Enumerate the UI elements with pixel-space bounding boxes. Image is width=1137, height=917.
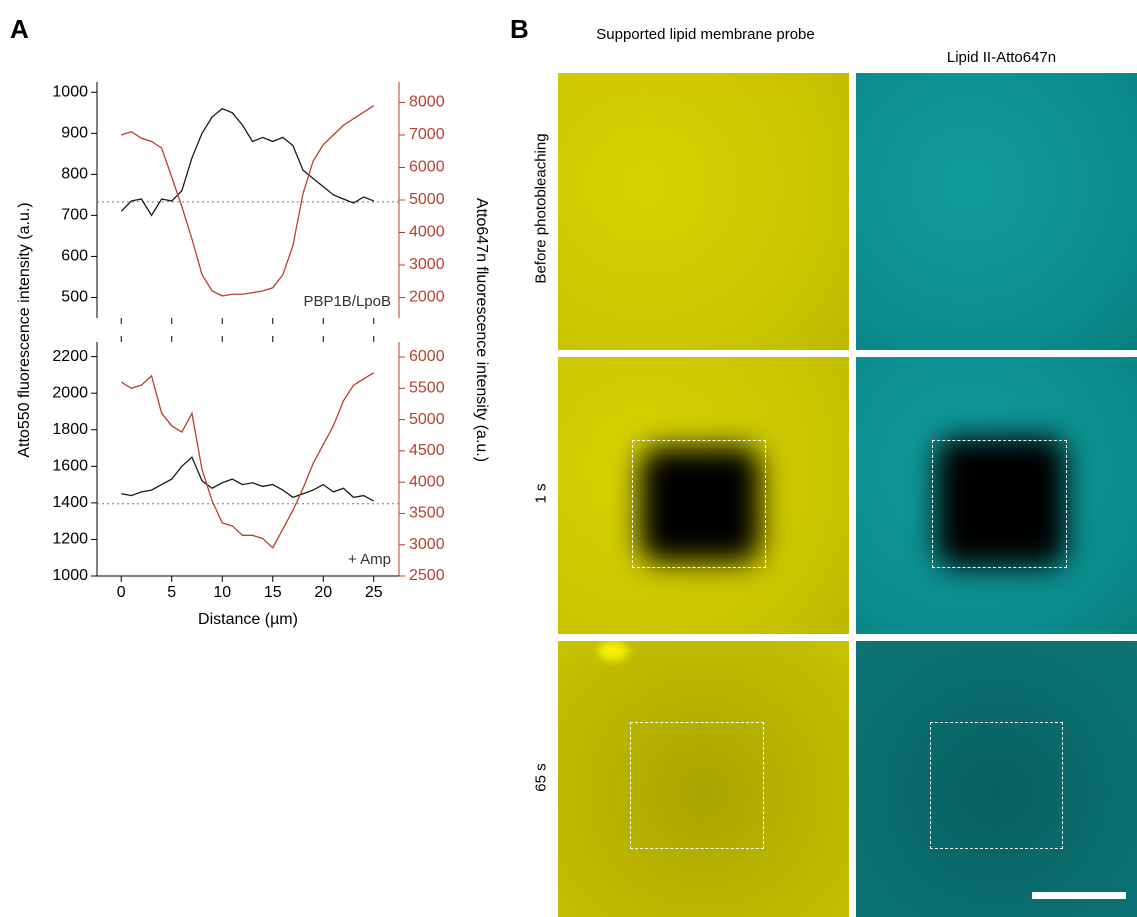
y-tick-label: 900 [61, 125, 88, 142]
x-axis-label: Distance (µm) [198, 611, 298, 628]
scale-bar [1032, 892, 1126, 899]
y-tick-label: 2000 [52, 384, 88, 401]
x-tick-label: 25 [365, 584, 383, 601]
micrograph [856, 357, 1137, 634]
y2-tick-label: 3000 [409, 536, 445, 553]
row-label: 1 s [532, 483, 550, 504]
panel-label: B [510, 14, 529, 44]
y-tick-label: 1600 [52, 458, 88, 475]
y2-tick-label: 3000 [409, 256, 445, 273]
y2-tick-label: 2000 [409, 289, 445, 306]
y2-tick-label: 6000 [409, 348, 445, 365]
data-line [121, 105, 375, 297]
y-tick-label: 500 [61, 289, 88, 306]
y2-tick-label: 4000 [409, 224, 445, 241]
column-title: Supported lipid membrane probe [596, 26, 815, 43]
y2-tick-label: 7000 [409, 126, 445, 143]
row-label: Before photobleaching [532, 133, 550, 284]
annotation: + Amp [348, 551, 391, 568]
micrograph [558, 73, 849, 350]
micrograph [856, 73, 1137, 350]
annotation: PBP1B/LpoB [303, 293, 391, 310]
chart-panel: 500 600 700 800 900 1000 2000 3000 4000 5000 6000 7… [16, 82, 490, 628]
micrograph [558, 641, 849, 917]
x-tick-label: 15 [264, 584, 282, 601]
y2-tick-label: 2500 [409, 567, 445, 584]
y2-tick-label: 5000 [409, 411, 445, 428]
y-tick-label: 2200 [52, 348, 88, 365]
y-tick-label: 1200 [52, 531, 88, 548]
y2-tick-label: 3500 [409, 505, 445, 522]
data-line [121, 456, 375, 502]
y-tick-label: 600 [61, 248, 88, 265]
y2-tick-label: 5000 [409, 191, 445, 208]
x-tick-label: 5 [167, 584, 176, 601]
y-tick-label: 1400 [52, 494, 88, 511]
y-axis-label: Atto550 fluorescence intensity (a.u.) [16, 202, 33, 457]
y2-tick-label: 4500 [409, 442, 445, 459]
x-tick-label: 20 [314, 584, 332, 601]
y2-tick-label: 5500 [409, 380, 445, 397]
data-line [120, 372, 375, 549]
micrograph [856, 641, 1137, 917]
x-tick-label: 0 [117, 584, 126, 601]
y-tick-label: 800 [61, 166, 88, 183]
y-tick-label: 1000 [52, 567, 88, 584]
column-title: Lipid II-Atto647n [946, 49, 1057, 66]
panel-label: A [10, 14, 29, 44]
data-line [120, 107, 374, 217]
y-tick-label: 1000 [52, 83, 88, 100]
y2-tick-label: 4000 [409, 473, 445, 490]
y-tick-label: 700 [61, 207, 88, 224]
micrograph [558, 357, 849, 634]
y2-tick-label: 8000 [409, 94, 445, 111]
y2-axis-label: Atto647n fluorescence intensity (a.u.) [473, 198, 490, 462]
x-tick-label: 10 [213, 584, 231, 601]
y2-tick-label: 6000 [409, 159, 445, 176]
row-label: 65 s [532, 763, 550, 792]
y-tick-label: 1800 [52, 421, 88, 438]
